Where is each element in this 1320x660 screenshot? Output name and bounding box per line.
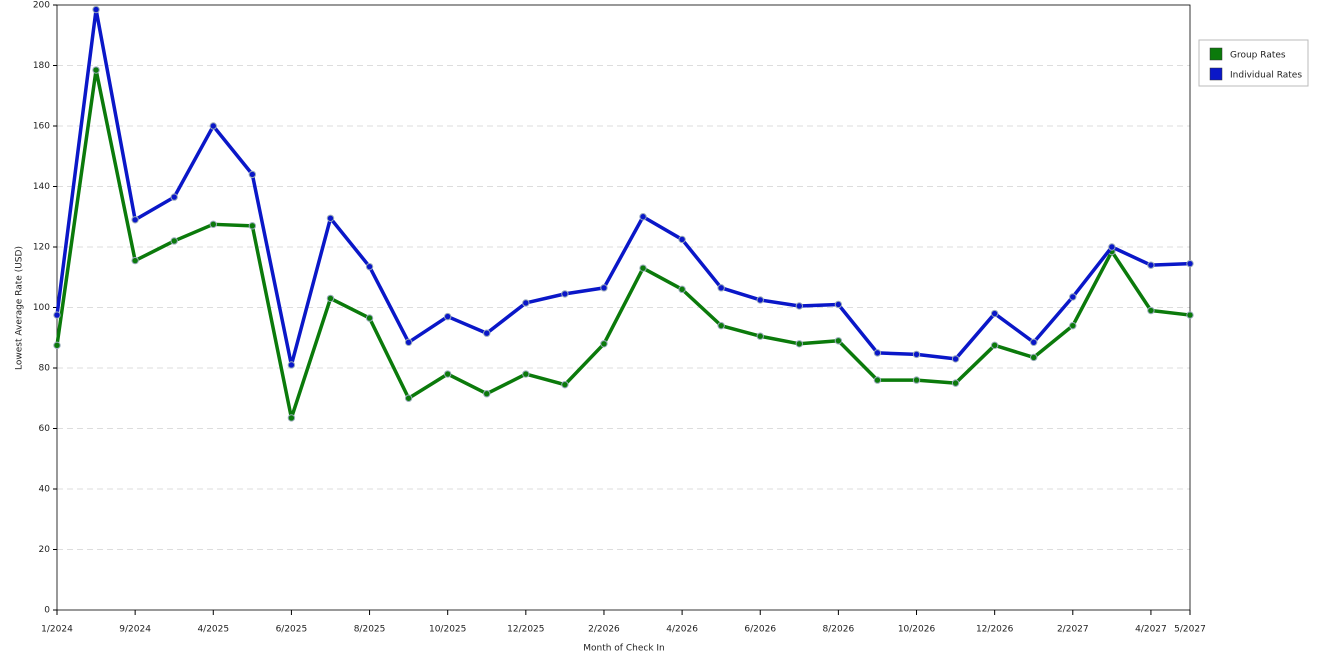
data-point [1030,353,1038,362]
x-tick-label: 10/2026 [898,625,936,635]
legend-label: Individual Rates [1230,71,1302,81]
data-point [209,122,217,130]
y-tick-label: 140 [33,182,50,192]
x-tick-label: 2/2026 [588,625,620,635]
y-tick-label: 160 [33,122,50,132]
data-point [404,394,413,402]
data-point [717,321,725,330]
series-line [55,68,1191,420]
data-point [873,349,882,357]
data-point [522,370,530,378]
data-point [209,220,217,229]
data-point [326,214,335,222]
data-point [1147,261,1155,269]
data-point [248,170,257,179]
data-point [287,361,296,369]
data-point [1069,293,1077,301]
y-tick-label: 180 [33,61,50,71]
legend-box [1198,39,1309,87]
data-point [873,376,882,384]
data-point [131,256,139,265]
y-axis-label: Lowest Average Rate (USD) [15,246,25,370]
data-point [483,329,491,337]
data-point [53,341,61,350]
data-point [1186,259,1194,268]
data-point [639,264,647,272]
data-point [756,296,764,304]
x-tick-label: 4/2027 [1135,625,1167,635]
data-point [912,350,921,359]
data-point [365,314,374,322]
data-point [1147,306,1155,315]
x-tick-label: 6/2026 [744,625,776,635]
x-tick-label: 8/2026 [823,625,855,635]
data-point [561,290,569,298]
data-point [170,193,178,201]
data-point [483,390,491,398]
data-point [1069,321,1077,330]
data-point [990,309,999,318]
y-tick-label: 80 [39,364,51,374]
data-point [522,299,530,307]
x-tick-label: 12/2026 [976,625,1014,635]
data-point [600,340,608,348]
data-point [834,300,843,309]
data-point [53,311,61,319]
data-point [795,302,804,310]
data-point [326,294,335,303]
data-point [443,370,452,378]
data-point [248,222,257,230]
legend-swatch [1209,67,1223,81]
data-point [600,284,608,292]
x-tick-label: 5/2027 [1174,625,1206,635]
data-point [287,414,296,422]
series-line [55,7,1191,367]
data-point [951,355,960,363]
x-axis-label: Month of Check In [583,644,665,654]
y-tick-label: 200 [33,1,50,11]
data-point [1108,243,1116,251]
data-point [678,235,686,244]
y-tick-label: 120 [33,243,50,253]
data-point [990,341,999,350]
data-point [365,262,374,271]
x-tick-label: 1/2024 [41,625,73,635]
y-tick-label: 40 [39,485,51,495]
data-point [443,312,452,321]
data-point [1186,311,1194,319]
x-tick-label: 4/2026 [666,625,698,635]
data-point [170,237,178,245]
data-point [404,338,413,346]
data-point [92,66,100,74]
x-tick-label: 10/2025 [429,625,466,635]
x-tick-label: 6/2025 [276,625,308,635]
data-point [561,380,569,389]
x-tick-label: 8/2025 [354,625,386,635]
data-point [912,376,921,384]
y-tick-label: 0 [44,606,50,616]
data-point [795,340,804,348]
data-point [951,379,960,387]
x-tick-label: 9/2024 [119,625,151,635]
data-point [678,285,686,294]
y-tick-label: 60 [39,424,51,434]
y-tick-label: 20 [39,545,51,555]
y-tick-label: 100 [33,303,50,313]
data-point [717,284,725,292]
x-tick-label: 4/2025 [197,625,229,635]
data-point [1030,338,1038,346]
data-point [756,332,764,340]
data-point [131,216,139,224]
x-tick-label: 12/2025 [507,625,544,635]
data-point [92,5,100,14]
data-point [834,337,843,345]
legend-swatch [1209,47,1223,61]
data-point [639,213,647,221]
x-tick-label: 2/2027 [1057,625,1089,635]
legend-label: Group Rates [1230,51,1286,61]
